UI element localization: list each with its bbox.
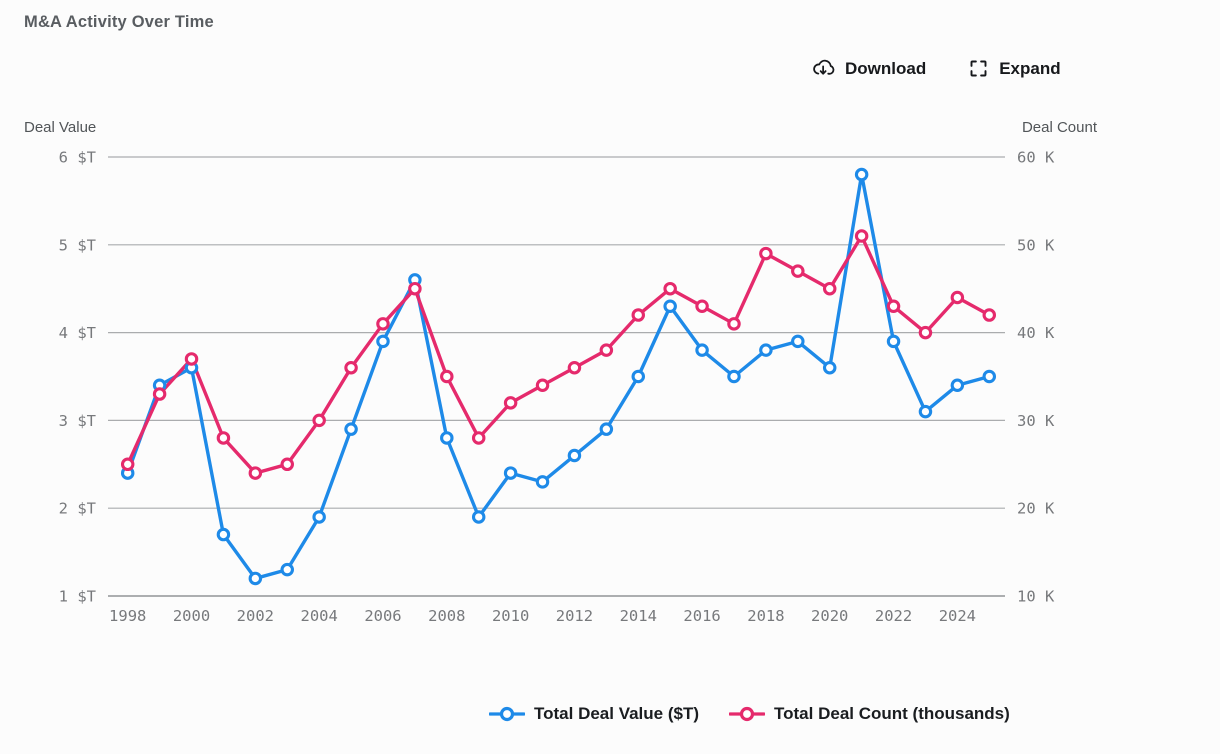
svg-text:1998: 1998 (109, 607, 146, 625)
expand-button[interactable]: Expand (968, 56, 1061, 81)
right-axis-title: Deal Count (1021, 119, 1097, 136)
download-button[interactable]: Download (810, 56, 926, 81)
legend-label: Total Deal Count (thousands) (774, 704, 1010, 723)
svg-text:2016: 2016 (683, 607, 720, 625)
legend-item-deal-value[interactable]: Total Deal Value ($T) (489, 704, 699, 724)
left-axis-title: Deal Value (24, 119, 97, 136)
svg-text:2010: 2010 (492, 607, 529, 625)
expand-icon (968, 58, 989, 79)
svg-text:2022: 2022 (875, 607, 912, 625)
chart-legend: Total Deal Value ($T) Total Deal Count (… (489, 704, 1010, 724)
svg-text:2020: 2020 (811, 607, 848, 625)
svg-text:30 K: 30 K (1017, 412, 1055, 430)
svg-text:2024: 2024 (939, 607, 976, 625)
expand-button-label: Expand (999, 58, 1061, 78)
cloud-download-icon (810, 56, 835, 81)
svg-text:2014: 2014 (620, 607, 657, 625)
svg-text:2018: 2018 (747, 607, 784, 625)
svg-text:60 K: 60 K (1017, 149, 1055, 167)
svg-text:2006: 2006 (364, 607, 401, 625)
legend-label: Total Deal Value ($T) (534, 704, 700, 723)
download-button-label: Download (845, 58, 927, 78)
svg-text:4 $T: 4 $T (59, 324, 96, 342)
line-marker-icon (489, 704, 525, 724)
svg-text:2008: 2008 (428, 607, 465, 625)
svg-text:5 $T: 5 $T (59, 236, 96, 254)
page-title: M&A Activity Over Time (24, 13, 214, 31)
svg-text:2012: 2012 (556, 607, 593, 625)
svg-text:2 $T: 2 $T (59, 500, 96, 518)
chart-toolbar: Download Expand (810, 56, 1061, 81)
svg-text:2004: 2004 (300, 607, 337, 625)
legend-item-deal-count[interactable]: Total Deal Count (thousands) (729, 704, 1010, 724)
svg-text:50 K: 50 K (1017, 236, 1055, 254)
svg-text:10 K: 10 K (1017, 588, 1055, 606)
svg-text:6 $T: 6 $T (59, 149, 96, 167)
line-marker-icon (729, 704, 766, 724)
svg-text:2002: 2002 (237, 607, 274, 625)
svg-text:2000: 2000 (173, 607, 210, 625)
svg-text:40 K: 40 K (1017, 324, 1055, 342)
svg-text:3 $T: 3 $T (59, 412, 96, 430)
svg-text:20 K: 20 K (1017, 500, 1055, 518)
svg-text:1 $T: 1 $T (59, 588, 96, 606)
